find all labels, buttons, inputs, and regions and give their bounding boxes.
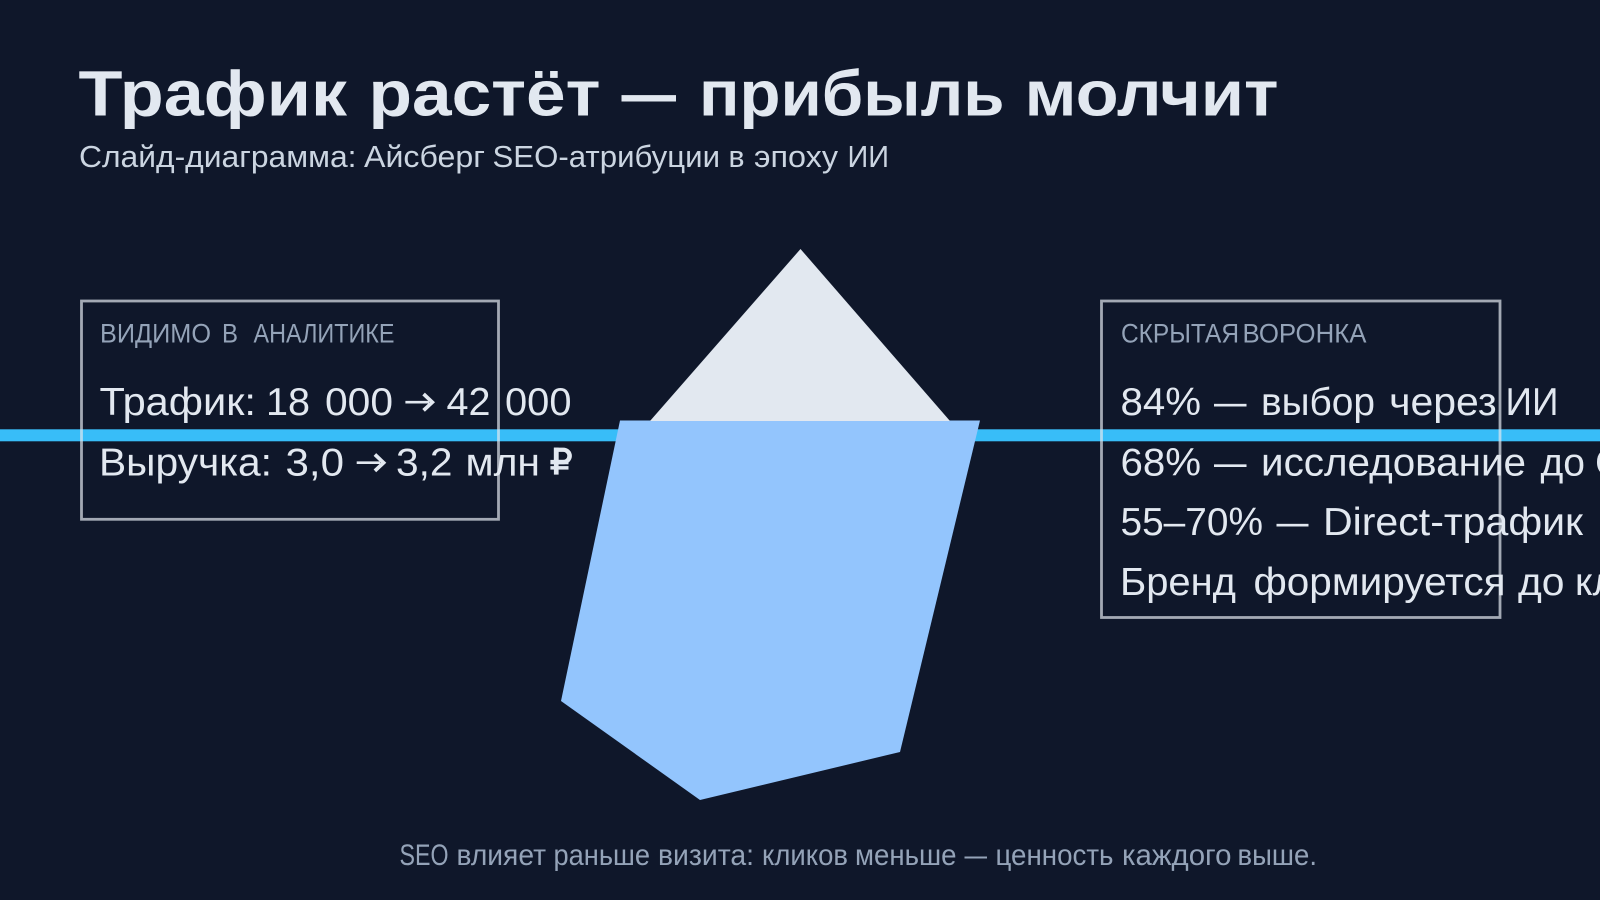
svg-text:000: 000 <box>325 381 393 424</box>
svg-text:через: через <box>1389 381 1497 424</box>
svg-text:выше.: выше. <box>1238 839 1318 872</box>
svg-text:—: — <box>622 58 677 130</box>
svg-text:Трафик: Трафик <box>79 58 349 130</box>
svg-text:исследование: исследование <box>1261 442 1526 485</box>
svg-text:Бренд: Бренд <box>1120 561 1236 604</box>
svg-text:3,0: 3,0 <box>286 442 345 485</box>
svg-text:Выручка:: Выручка: <box>99 442 272 485</box>
svg-text:ценность: ценность <box>996 839 1114 872</box>
svg-text:визита:: визита: <box>658 839 754 872</box>
svg-text:Сайта: Сайта <box>1595 442 1600 485</box>
svg-text:Айсберг: Айсберг <box>364 139 485 174</box>
svg-text:ИИ: ИИ <box>1506 381 1559 424</box>
svg-text:ИИ: ИИ <box>848 139 890 174</box>
svg-text:000: 000 <box>505 381 572 424</box>
svg-text:раньше: раньше <box>554 839 651 872</box>
svg-text:в: в <box>729 139 745 174</box>
svg-text:формируется: формируется <box>1254 561 1506 604</box>
svg-text:выбор: выбор <box>1261 381 1375 424</box>
svg-text:каждого: каждого <box>1122 839 1232 872</box>
svg-text:—: — <box>1214 381 1247 424</box>
svg-text:Слайд-диаграмма:: Слайд-диаграмма: <box>79 139 357 174</box>
svg-text:до: до <box>1541 442 1586 485</box>
svg-text:ВОРОНКА: ВОРОНКА <box>1243 319 1367 349</box>
svg-text:клика: клика <box>1575 561 1600 604</box>
svg-text:СКРЫТАЯ: СКРЫТАЯ <box>1121 319 1239 349</box>
svg-text:ВИДИМО: ВИДИМО <box>100 319 211 349</box>
svg-text:Трафик:: Трафик: <box>100 381 257 424</box>
svg-text:В: В <box>222 319 238 349</box>
svg-text:эпоху: эпоху <box>754 139 839 174</box>
svg-text:Direct-трафик: Direct-трафик <box>1323 501 1584 544</box>
svg-text:до: до <box>1518 561 1565 604</box>
svg-text:меньше: меньше <box>855 839 957 872</box>
svg-text:84%: 84% <box>1121 381 1202 424</box>
svg-text:млн: млн <box>466 442 541 485</box>
svg-text:SEO: SEO <box>400 839 449 872</box>
svg-text:растёт: растёт <box>369 58 601 130</box>
svg-text:—: — <box>965 839 988 872</box>
svg-text:42: 42 <box>447 381 491 424</box>
svg-text:SEO-атрибуции: SEO-атрибуции <box>493 139 721 174</box>
svg-text:кликов: кликов <box>762 839 848 872</box>
svg-text:молчит: молчит <box>1025 58 1279 130</box>
svg-text:—: — <box>1214 442 1247 485</box>
svg-text:влияет: влияет <box>457 839 547 872</box>
svg-text:3,2: 3,2 <box>396 442 453 485</box>
svg-text:АНАЛИТИКЕ: АНАЛИТИКЕ <box>254 319 395 349</box>
svg-text:18: 18 <box>266 381 310 424</box>
svg-text:68%: 68% <box>1121 442 1202 485</box>
svg-text:55–70%: 55–70% <box>1121 501 1264 544</box>
svg-text:прибыль: прибыль <box>699 58 1005 130</box>
svg-text:—: — <box>1277 501 1309 544</box>
